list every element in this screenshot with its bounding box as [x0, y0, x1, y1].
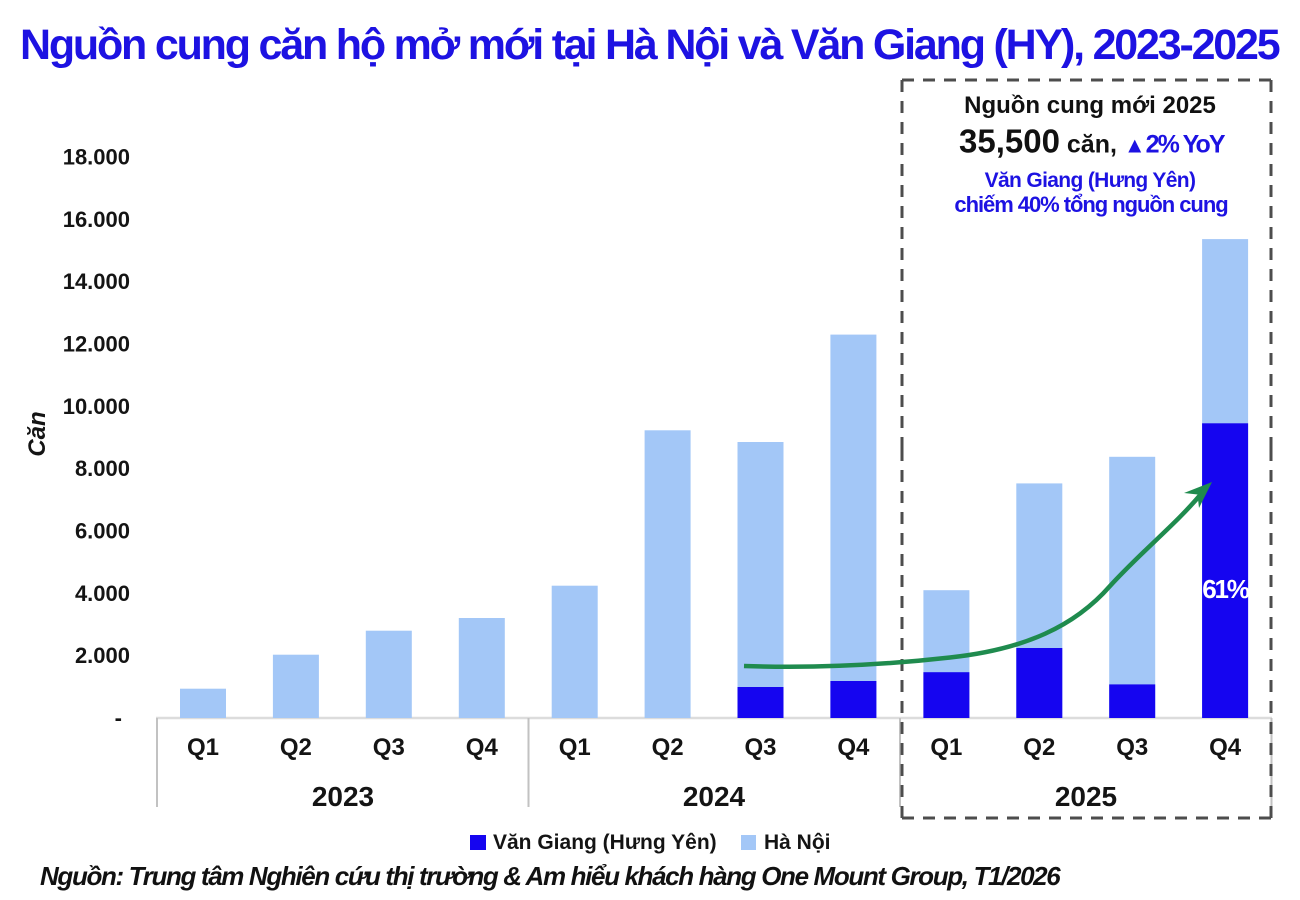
svg-text:Hà Nội: Hà Nội — [764, 831, 831, 854]
svg-text:2024: 2024 — [683, 781, 746, 812]
svg-text:Q4: Q4 — [466, 734, 499, 761]
svg-text:2025: 2025 — [1055, 781, 1117, 812]
svg-text:Q4: Q4 — [1209, 734, 1242, 761]
svg-text:10.000: 10.000 — [63, 394, 130, 419]
svg-text:-: - — [115, 706, 122, 731]
svg-text:16.000: 16.000 — [63, 207, 130, 232]
svg-text:Q2: Q2 — [1023, 734, 1055, 761]
svg-text:Nguồn cung mới 2025: Nguồn cung mới 2025 — [964, 92, 1216, 119]
svg-text:Nguồn: Trung tâm Nghiên cứu th: Nguồn: Trung tâm Nghiên cứu thị trường &… — [40, 861, 1061, 891]
svg-text:chiếm 40% tổng nguồn cung: chiếm 40% tổng nguồn cung — [954, 192, 1227, 217]
svg-text:Văn Giang (Hưng Yên): Văn Giang (Hưng Yên) — [985, 169, 1196, 192]
svg-text:Q2: Q2 — [652, 734, 684, 761]
svg-text:14.000: 14.000 — [63, 269, 130, 294]
svg-text:2023: 2023 — [312, 781, 374, 812]
svg-text:Văn Giang (Hưng Yên): Văn Giang (Hưng Yên) — [493, 831, 717, 854]
svg-text:35,500 căn, ▲2% YoY: 35,500 căn, ▲2% YoY — [959, 123, 1226, 160]
svg-text:18.000: 18.000 — [63, 145, 130, 170]
svg-text:Q1: Q1 — [930, 734, 962, 761]
svg-text:Căn: Căn — [24, 411, 51, 456]
svg-text:2.000: 2.000 — [75, 643, 130, 668]
svg-text:Q2: Q2 — [280, 734, 312, 761]
svg-text:61%: 61% — [1202, 574, 1250, 604]
svg-text:6.000: 6.000 — [75, 519, 130, 544]
svg-text:8.000: 8.000 — [75, 456, 130, 481]
svg-text:12.000: 12.000 — [63, 332, 130, 357]
svg-text:Q1: Q1 — [187, 734, 219, 761]
svg-text:Q1: Q1 — [559, 734, 591, 761]
svg-text:Q3: Q3 — [1116, 734, 1148, 761]
svg-text:Q4: Q4 — [837, 734, 870, 761]
svg-text:Nguồn cung căn hộ mở mới tại H: Nguồn cung căn hộ mở mới tại Hà Nội và V… — [20, 21, 1280, 69]
svg-text:Q3: Q3 — [744, 734, 776, 761]
svg-text:4.000: 4.000 — [75, 581, 130, 606]
svg-text:Q3: Q3 — [373, 734, 405, 761]
